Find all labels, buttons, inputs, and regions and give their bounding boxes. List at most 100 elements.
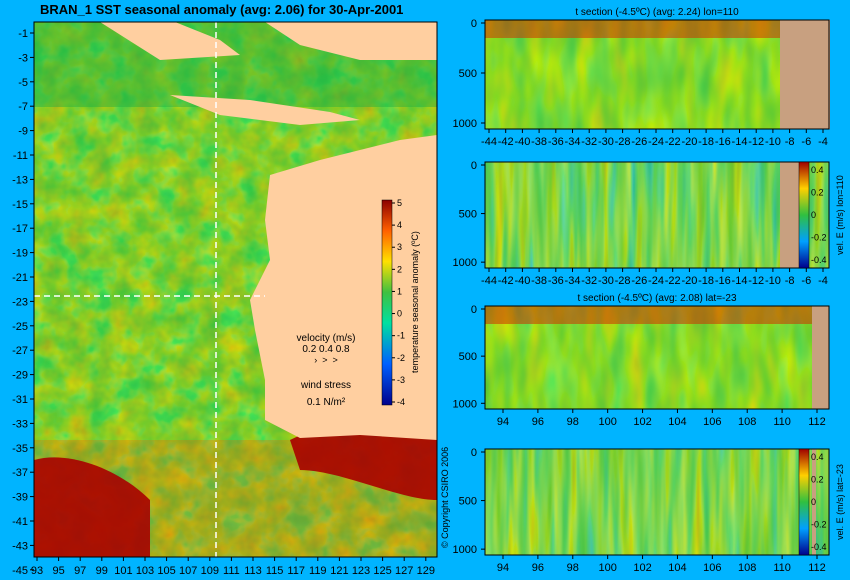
sst-colorbar-tick-label: 5 xyxy=(397,198,402,208)
x-tick-label: -26 xyxy=(631,136,647,148)
section-land-mask xyxy=(780,162,800,268)
lat-tick-label: -33 xyxy=(12,418,28,430)
lat-tick-label: -45 xyxy=(12,565,28,577)
lat-tick-label: -7 xyxy=(18,101,28,113)
lon-tick-label: 95 xyxy=(52,565,64,577)
lat-tick-label: -37 xyxy=(12,467,28,479)
x-tick-label: -6 xyxy=(801,275,811,287)
lon-tick-labels: 93 95 97 99 101 103 105 107 109 111 113 115 117 119 12… xyxy=(31,557,435,577)
lat-tick-label: -19 xyxy=(12,248,28,260)
lat-tick-label: -31 xyxy=(12,394,28,406)
lon-tick-label: 127 xyxy=(395,565,413,577)
x-tick-label: -14 xyxy=(732,275,748,287)
y-tick-label: 0 xyxy=(471,160,477,172)
x-tick-label: -6 xyxy=(801,136,811,148)
x-tick-label: -20 xyxy=(681,275,697,287)
section-title: t section (-4.5ºC) (avg: 2.24) lon=110 xyxy=(575,7,739,18)
velocity-colorbar-tick-label: 0.2 xyxy=(811,475,824,485)
section-frame xyxy=(484,448,830,556)
sst-colorbar-tick-label: 0 xyxy=(397,309,402,319)
x-tick-label: 104 xyxy=(668,416,686,428)
x-tick-label: -4 xyxy=(818,275,828,287)
map-plot-area xyxy=(33,21,438,558)
land-java xyxy=(170,95,360,125)
wind-legend-title: wind stress xyxy=(300,380,351,391)
lat-tick-labels: -1 -3 -5 -7 -9 -11 -13 -15 -17 -19 -21 -23 -25 -27 -29… xyxy=(12,28,34,577)
lon-tick-label: 99 xyxy=(96,565,108,577)
lat-tick-label: -3 xyxy=(18,52,28,64)
x-tick-label: -22 xyxy=(665,275,681,287)
lon-tick-label: 107 xyxy=(179,565,197,577)
sst-colorbar-label: temperature seasonal anomaly (ºC) xyxy=(410,231,420,373)
lat-tick-label: -41 xyxy=(12,516,28,528)
velocity-arrows-icon: › > > xyxy=(314,355,338,365)
lon-tick-label: 111 xyxy=(223,565,240,577)
x-tick-label: 106 xyxy=(703,562,721,574)
sst-colorbar-tick-label: -4 xyxy=(397,397,405,407)
section-panel-3: t section (-4.5ºC) (avg: 2.08) lat=-23 0 5… xyxy=(453,293,830,428)
section-panels: t section (-4.5ºC) (avg: 2.24) lon=110 0 5… xyxy=(453,7,845,574)
y-tick-label: 0 xyxy=(471,304,477,316)
velocity-colorbar-tick-label: 0.2 xyxy=(811,188,824,198)
x-tick-label: 94 xyxy=(497,416,509,428)
y-tick-label: 500 xyxy=(459,68,477,80)
land-sumatra xyxy=(100,22,240,60)
section-title: t section (-4.5ºC) (avg: 2.08) lat=-23 xyxy=(578,293,737,304)
sst-colorbar-ticks: 5 4 3 2 1 0 -1 -2 -3 -4 xyxy=(392,198,405,407)
lon-tick-label: 97 xyxy=(74,565,86,577)
section-land-mask xyxy=(812,449,816,555)
x-tick-label: 108 xyxy=(738,562,756,574)
lat-tick-label: -5 xyxy=(18,77,28,89)
x-tick-label: -8 xyxy=(785,275,795,287)
x-tick-label: 108 xyxy=(738,416,756,428)
section-frame xyxy=(484,161,830,269)
y-tick-label: 0 xyxy=(471,18,477,30)
x-tick-label: 110 xyxy=(773,416,791,428)
x-tick-label: -28 xyxy=(615,136,631,148)
y-tick-label: 500 xyxy=(459,496,477,508)
velocity-legend: velocity (m/s) 0.2 0.4 0.8 › > > xyxy=(296,333,356,365)
y-tick-label: 1000 xyxy=(453,398,477,410)
sst-colorbar-tick-label: -3 xyxy=(397,375,405,385)
warm-surface-layer xyxy=(485,306,829,324)
lat-tick-label: -23 xyxy=(12,296,28,308)
y-tick-label: 1000 xyxy=(453,257,477,269)
x-tick-label: -20 xyxy=(681,136,697,148)
lat-tick-label: -11 xyxy=(13,150,28,162)
section-land-mask xyxy=(812,306,829,409)
x-tick-label: -10 xyxy=(765,136,781,148)
lat-tick-label: -43 xyxy=(12,540,28,552)
y-tick-label: 1000 xyxy=(453,118,477,130)
velocity-legend-scale: 0.2 0.4 0.8 xyxy=(302,344,350,355)
x-tick-label: -18 xyxy=(698,136,714,148)
section-heatmap xyxy=(485,162,829,268)
lon-tick-label: 103 xyxy=(136,565,154,577)
x-tick-label: 100 xyxy=(598,562,616,574)
sst-colorbar-tick-label: 1 xyxy=(397,286,402,296)
section-frame xyxy=(484,19,830,130)
lon-tick-label: 101 xyxy=(114,565,132,577)
x-tick-label: 104 xyxy=(668,562,686,574)
velocity-colorbar xyxy=(798,161,810,269)
x-tick-label: -32 xyxy=(581,136,597,148)
velocity-colorbar-label: vel. E (m/s) lon=110 xyxy=(835,175,845,255)
section-land-mask xyxy=(780,20,830,129)
velocity-colorbar-tick-label: -0.4 xyxy=(811,542,827,552)
x-tick-label: 110 xyxy=(773,562,791,574)
x-tick-label: 98 xyxy=(567,562,579,574)
x-tick-label: -34 xyxy=(565,275,581,287)
x-tick-label: 112 xyxy=(808,562,826,574)
lon-tick-label: 129 xyxy=(417,565,435,577)
velocity-colorbar-tick-label: 0.4 xyxy=(811,165,824,175)
sst-colorbar-tick-label: -2 xyxy=(397,353,405,363)
x-tick-label: -30 xyxy=(598,275,614,287)
section-heatmap xyxy=(485,449,829,555)
warm-surface-layer xyxy=(485,20,829,38)
sst-colorbar-tick-label: 2 xyxy=(397,264,402,274)
x-tick-label: -44 xyxy=(481,136,497,148)
velocity-colorbar-label: vel. E (m/s) lat=-23 xyxy=(835,464,845,540)
x-tick-label: 100 xyxy=(598,416,616,428)
warm-anomaly-west xyxy=(34,457,150,557)
x-tick-label: 96 xyxy=(532,562,544,574)
y-tick-label: 0 xyxy=(471,447,477,459)
